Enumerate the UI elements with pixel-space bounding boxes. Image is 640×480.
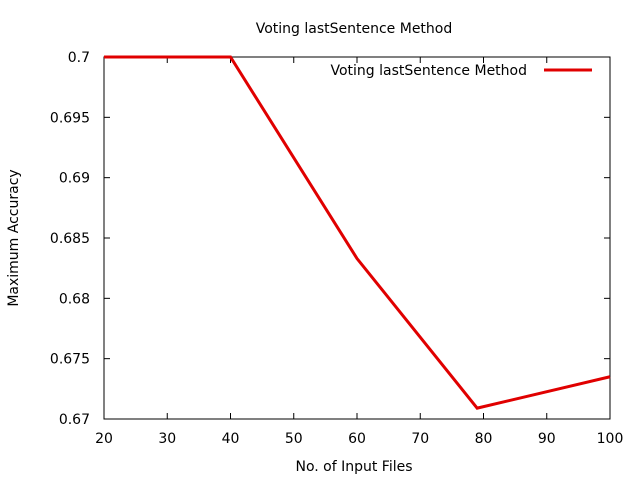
series-group bbox=[104, 55, 611, 410]
y-axis-ticks: 0.67 0.675 0.68 0.685 0.69 0.695 0.7 bbox=[50, 50, 610, 428]
plot-frame bbox=[103, 56, 611, 420]
x-axis-ticks: 20 30 40 50 60 70 80 90 100 bbox=[95, 57, 623, 447]
x-tick-label: 50 bbox=[285, 431, 303, 447]
x-axis-label: No. of Input Files bbox=[295, 459, 412, 475]
y-tick-label: 0.67 bbox=[59, 412, 90, 428]
x-tick-label: 30 bbox=[158, 431, 176, 447]
x-tick-label: 90 bbox=[538, 431, 556, 447]
legend-label: Voting lastSentence Method bbox=[330, 63, 527, 79]
chart-title: Voting lastSentence Method bbox=[256, 21, 453, 37]
y-tick-label: 0.695 bbox=[50, 110, 90, 126]
y-tick-label: 0.685 bbox=[50, 231, 90, 247]
x-tick-label: 60 bbox=[348, 431, 366, 447]
x-tick-label: 100 bbox=[597, 431, 624, 447]
y-tick-label: 0.69 bbox=[59, 171, 90, 187]
y-tick-label: 0.68 bbox=[59, 291, 90, 307]
x-tick-label: 80 bbox=[475, 431, 493, 447]
y-tick-label: 0.675 bbox=[50, 352, 90, 368]
x-tick-label: 20 bbox=[95, 431, 113, 447]
legend: Voting lastSentence Method bbox=[330, 63, 592, 79]
x-tick-label: 70 bbox=[411, 431, 429, 447]
y-tick-label: 0.7 bbox=[68, 50, 90, 66]
series-line bbox=[104, 55, 611, 410]
x-tick-label: 40 bbox=[222, 431, 240, 447]
y-axis-label: Maximum Accuracy bbox=[6, 169, 22, 306]
